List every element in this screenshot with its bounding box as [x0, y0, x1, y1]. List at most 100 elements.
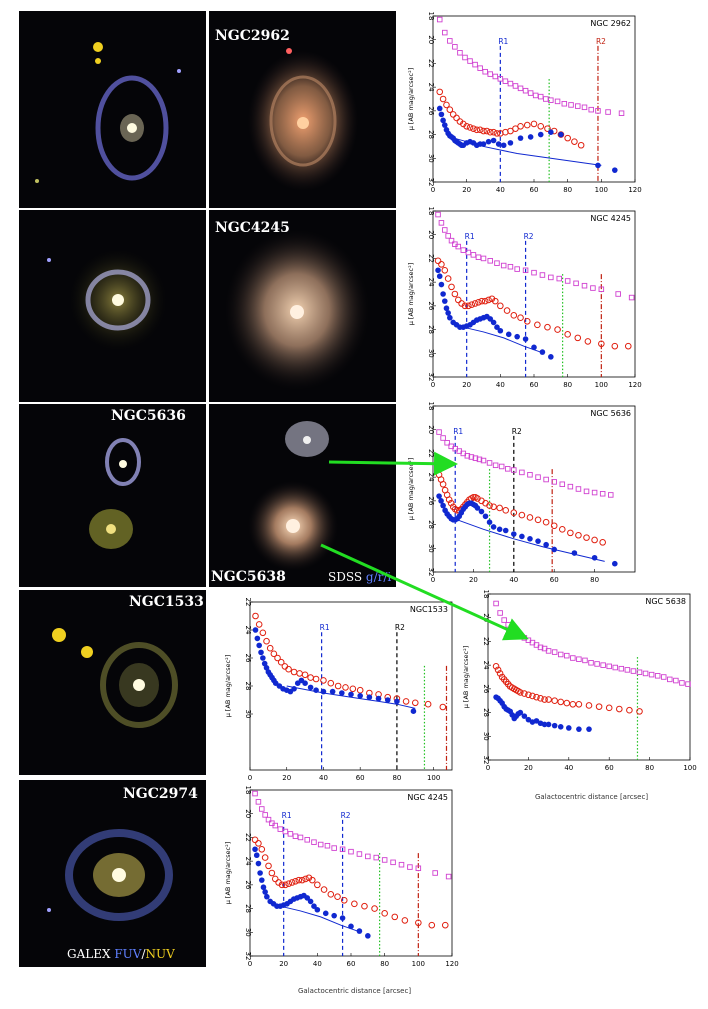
fuv-point [612, 560, 618, 567]
fuv-point [517, 135, 524, 141]
fuv-point [490, 137, 497, 144]
disk-fit-line [457, 519, 605, 562]
fuv-point [348, 691, 354, 698]
nuv-point [497, 302, 504, 310]
plot-title: NGC 5638 [645, 597, 686, 606]
y-tick-label: 22 [244, 833, 252, 842]
radius-marker-label: R1 [465, 232, 475, 241]
optical-point [600, 662, 606, 668]
nuv-point [583, 534, 590, 541]
nuv-point [510, 312, 518, 319]
nuv-point [481, 297, 489, 305]
sdss-image-ngc4245: NGC4245 [209, 210, 396, 402]
galex-prefix: GALEX [67, 947, 111, 961]
fuv-point [331, 912, 337, 919]
optical-point [564, 278, 571, 284]
fuv-point [440, 117, 446, 124]
fuv-point [551, 722, 558, 729]
fuv-point [490, 319, 497, 326]
fuv-point [496, 526, 503, 533]
plot-ngc4245-bottom: 0 20 40 60 80 100 120 18 20 22 24 26 28 30 32 μ [AB mag… [222, 784, 460, 972]
nuv-point [445, 496, 453, 503]
nuv-point [493, 130, 501, 137]
optical-point [599, 490, 606, 497]
y-tick-label: 22 [244, 598, 252, 607]
nuv-point [564, 331, 571, 338]
optical-point [618, 665, 625, 672]
fuv-point [258, 649, 264, 656]
fuv-point [320, 688, 327, 695]
fuv-point [507, 140, 514, 146]
y-tick-label: 30 [482, 732, 490, 741]
fuv-point [339, 690, 345, 696]
label-ngc5638: NGC5638 [211, 569, 286, 585]
nuv-point [503, 307, 511, 314]
fuv-point [478, 508, 485, 515]
fuv-point [254, 635, 261, 642]
fuv-point [445, 310, 451, 316]
nuv-point [567, 529, 574, 537]
x-tick-label: 80 [563, 381, 572, 389]
fuv-point [522, 336, 529, 342]
plot-frame [432, 210, 636, 378]
optical-point [494, 260, 500, 266]
galaxy-ngc2974-uv [47, 829, 173, 921]
fuv-point [263, 665, 270, 671]
nuv-point [585, 702, 593, 709]
fuv-point [505, 331, 512, 338]
nuv-point [271, 875, 279, 883]
nuv-point [356, 686, 364, 694]
plot-frame [432, 15, 636, 183]
optical-point [567, 483, 574, 490]
nuv-point [542, 518, 550, 526]
optical-point [582, 657, 588, 664]
fuv-point [441, 298, 448, 304]
optical-point [588, 660, 594, 666]
fuv-point [440, 502, 446, 509]
plot-frame [249, 789, 453, 957]
optical-point [487, 71, 493, 77]
optical-point [507, 263, 514, 270]
optical-point [252, 790, 258, 797]
optical-point [482, 68, 488, 75]
nuv-point [551, 697, 558, 705]
nuv-point [465, 302, 472, 310]
y-tick-label: 24 [244, 626, 252, 635]
optical-point [608, 492, 614, 498]
y-tick-label: 30 [244, 928, 252, 937]
x-tick-label: 0 [486, 764, 490, 772]
x-tick-label: 20 [279, 960, 288, 968]
optical-point [331, 845, 337, 851]
fuv-point [313, 687, 319, 693]
fuv-point [537, 131, 544, 138]
optical-point [590, 285, 596, 291]
y-tick-label: 30 [427, 154, 435, 163]
fuv-point [497, 327, 504, 334]
optical-point [531, 269, 537, 276]
nuv-point [523, 121, 531, 129]
nuv-point [463, 122, 470, 130]
fuv-point [339, 915, 346, 921]
x-tick-label: 0 [431, 576, 435, 584]
optical-point [468, 454, 475, 460]
nuv-point [454, 296, 462, 304]
optical-point [381, 857, 388, 863]
nuv-point [473, 126, 481, 134]
nuv-point [327, 679, 335, 687]
nuv-point [274, 654, 281, 662]
disk-fit-line [280, 905, 362, 933]
optical-point [573, 280, 579, 287]
nuv-point [533, 693, 540, 701]
optical-point [492, 462, 499, 469]
radius-marker-label: R1 [453, 427, 463, 436]
nuv-point [534, 516, 542, 524]
fuv-point [365, 933, 371, 939]
optical-point [660, 674, 667, 680]
nuv-point [349, 685, 357, 693]
nuv-point [598, 340, 605, 348]
fuv-point [260, 884, 267, 891]
fuv-point [435, 267, 441, 274]
fuv-point [441, 122, 448, 128]
nuv-point [557, 131, 565, 138]
optical-point [472, 61, 478, 68]
